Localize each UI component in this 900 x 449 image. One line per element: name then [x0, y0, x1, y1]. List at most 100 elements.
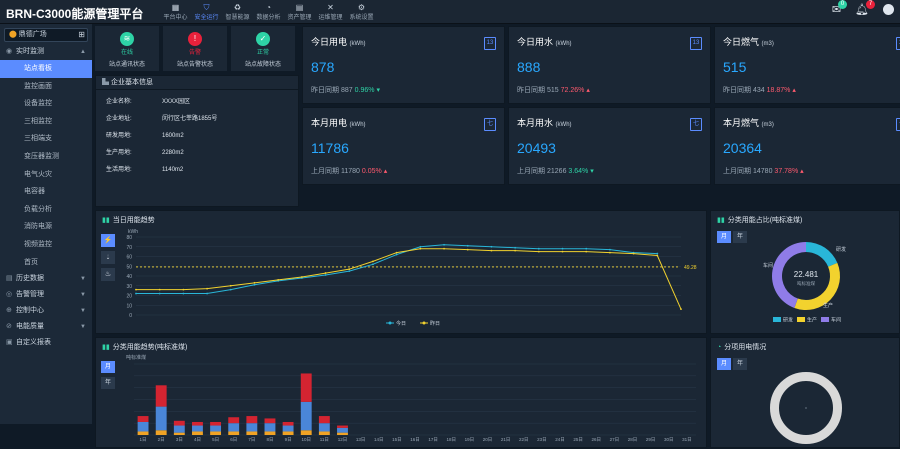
data-point [229, 288, 232, 291]
bar-segment[interactable] [264, 423, 276, 432]
user-avatar-icon[interactable] [883, 4, 894, 15]
sidebar-group-custom-report[interactable]: ▣ 自定义报表 [0, 335, 92, 351]
chevron-down-icon: ▼ [80, 324, 86, 331]
bar-segment[interactable] [192, 431, 203, 435]
topnav-item[interactable]: ▦ 平台中心 [160, 0, 191, 24]
sidebar-item[interactable]: 站点看板 [0, 60, 92, 78]
bar-segment[interactable] [228, 417, 240, 424]
tab-month[interactable]: 月 [717, 358, 731, 370]
data-point [443, 247, 445, 250]
sidebar-item[interactable]: 视频监控 [24, 240, 52, 248]
pie-slice[interactable] [772, 242, 806, 308]
bar-segment[interactable] [210, 425, 222, 432]
tab-month[interactable]: 月 [101, 361, 115, 373]
arrow-up-icon: ▴ [584, 87, 590, 94]
bar-segment[interactable] [137, 416, 149, 422]
topnav-item[interactable]: ✕ 运维管理 [315, 0, 346, 24]
sidebar-group-history[interactable]: ▤ 历史数据 ▼ [0, 271, 92, 287]
bar-segment[interactable] [300, 401, 312, 431]
topnav-item[interactable]: ◔ 数据分析 [253, 0, 284, 24]
bar-segment[interactable] [246, 423, 258, 432]
tab-year[interactable]: 年 [101, 377, 115, 389]
topnav-item[interactable]: ⚙ 系统设置 [346, 0, 377, 24]
bar-segment[interactable] [137, 431, 149, 435]
x-tick-label: 14日 [374, 437, 384, 443]
bar-segment[interactable] [173, 432, 185, 435]
topnav-item[interactable]: ♻ 智慧能源 [222, 0, 253, 24]
sidebar-group-realtime[interactable]: ◉ 实时监测 ▲ [0, 44, 92, 60]
tab-year[interactable]: 年 [733, 231, 747, 243]
bar-segment[interactable] [155, 406, 167, 431]
bar-segment[interactable] [155, 430, 167, 435]
bar-segment[interactable] [137, 421, 149, 432]
bar-segment[interactable] [228, 431, 240, 435]
topnav-item[interactable]: ⛉ 安全运行 [191, 0, 222, 24]
flame-icon[interactable]: ♨ [101, 268, 115, 281]
bar-segment[interactable] [337, 425, 348, 428]
bar-segment[interactable] [300, 430, 312, 435]
tab-year[interactable]: 年 [733, 358, 747, 370]
bar-segment[interactable] [318, 423, 330, 432]
y-tick-label: 80 [126, 235, 132, 241]
sidebar-item[interactable]: 电气火灾 [24, 170, 52, 178]
sidebar-item[interactable]: 电容器 [24, 188, 45, 196]
bar-segment[interactable] [264, 418, 276, 424]
pie-slice[interactable] [806, 242, 838, 267]
legend-label[interactable]: 生产 [807, 317, 817, 324]
legend-label[interactable]: 车间 [831, 317, 841, 324]
bar-segment[interactable] [282, 431, 294, 435]
legend-label[interactable]: 昨日 [430, 320, 440, 327]
info-value: 1140m2 [162, 167, 184, 173]
legend-marker [422, 321, 426, 325]
sidebar-item[interactable]: 变压器监测 [24, 152, 59, 160]
bar-chart-icon: ▮▮ [102, 217, 110, 224]
bar-segment[interactable] [155, 385, 167, 407]
sidebar-group-alarm[interactable]: ◎ 告警管理 ▼ [0, 287, 92, 303]
bell-icon[interactable]: 🔔︎ 7 [855, 0, 875, 16]
sidebar-item[interactable]: 首页 [24, 258, 38, 266]
pie-slice[interactable] [794, 262, 840, 310]
bar-segment[interactable] [192, 425, 203, 432]
sidebar-item[interactable]: 设备监控 [24, 100, 52, 108]
bar-segment[interactable] [173, 425, 185, 433]
monitor-icon: ◉ [6, 48, 13, 55]
bar-segment[interactable] [337, 427, 348, 433]
alert-badge: 7 [866, 0, 875, 9]
tab-month[interactable]: 月 [717, 231, 731, 243]
sidebar-item[interactable]: 三相端支 [24, 135, 52, 143]
bar-segment[interactable] [246, 416, 258, 424]
sidebar-item[interactable]: 三相监控 [24, 117, 52, 125]
compare-label: 上月同期 [723, 168, 751, 175]
message-icon[interactable]: ✉ 0 [832, 0, 848, 16]
sidebar: ⬤ 鼎德广场 ⊞ ◉ 实时监测 ▲ 站点看板监控画面设备监控三相监控三相端支变压器监测… [0, 24, 92, 424]
bar-segment[interactable] [173, 420, 185, 426]
bar-segment[interactable] [246, 431, 258, 435]
bar-segment[interactable] [264, 431, 276, 435]
sidebar-group-control[interactable]: ⊕ 控制中心 ▼ [0, 303, 92, 319]
sub-item-title: ◔ 分项用电情况 [717, 344, 767, 351]
bar-segment[interactable] [228, 423, 240, 432]
slice-label: 车间 [763, 262, 773, 269]
bar-segment[interactable] [210, 431, 222, 435]
site-selector[interactable]: ⬤ 鼎德广场 ⊞ [4, 28, 88, 42]
card-value: 20493 [517, 140, 556, 156]
bar-segment[interactable] [318, 416, 330, 424]
history-icon: ▤ [6, 275, 13, 283]
sidebar-item[interactable]: 监控画面 [24, 82, 52, 90]
bar-segment[interactable] [318, 431, 330, 435]
water-drop-icon[interactable]: 💧︎ [101, 251, 115, 264]
bar-segment[interactable] [337, 432, 348, 435]
data-point [324, 274, 327, 276]
sidebar-item[interactable]: 消防电源 [24, 223, 52, 231]
bar-segment[interactable] [300, 373, 312, 402]
legend-label[interactable]: 今日 [396, 320, 406, 327]
electricity-icon[interactable]: ⚡ [101, 234, 115, 247]
sidebar-group-power-quality[interactable]: ⊘ 电能质量 ▼ [0, 319, 92, 335]
x-tick-label: 1日 [140, 437, 147, 443]
topnav-item[interactable]: ▤ 资产管理 [284, 0, 315, 24]
bar-segment[interactable] [282, 425, 294, 432]
sidebar-item[interactable]: 负载分析 [24, 205, 52, 213]
calendar-icon: 13 [690, 37, 702, 50]
legend-label[interactable]: 研发 [783, 317, 793, 324]
